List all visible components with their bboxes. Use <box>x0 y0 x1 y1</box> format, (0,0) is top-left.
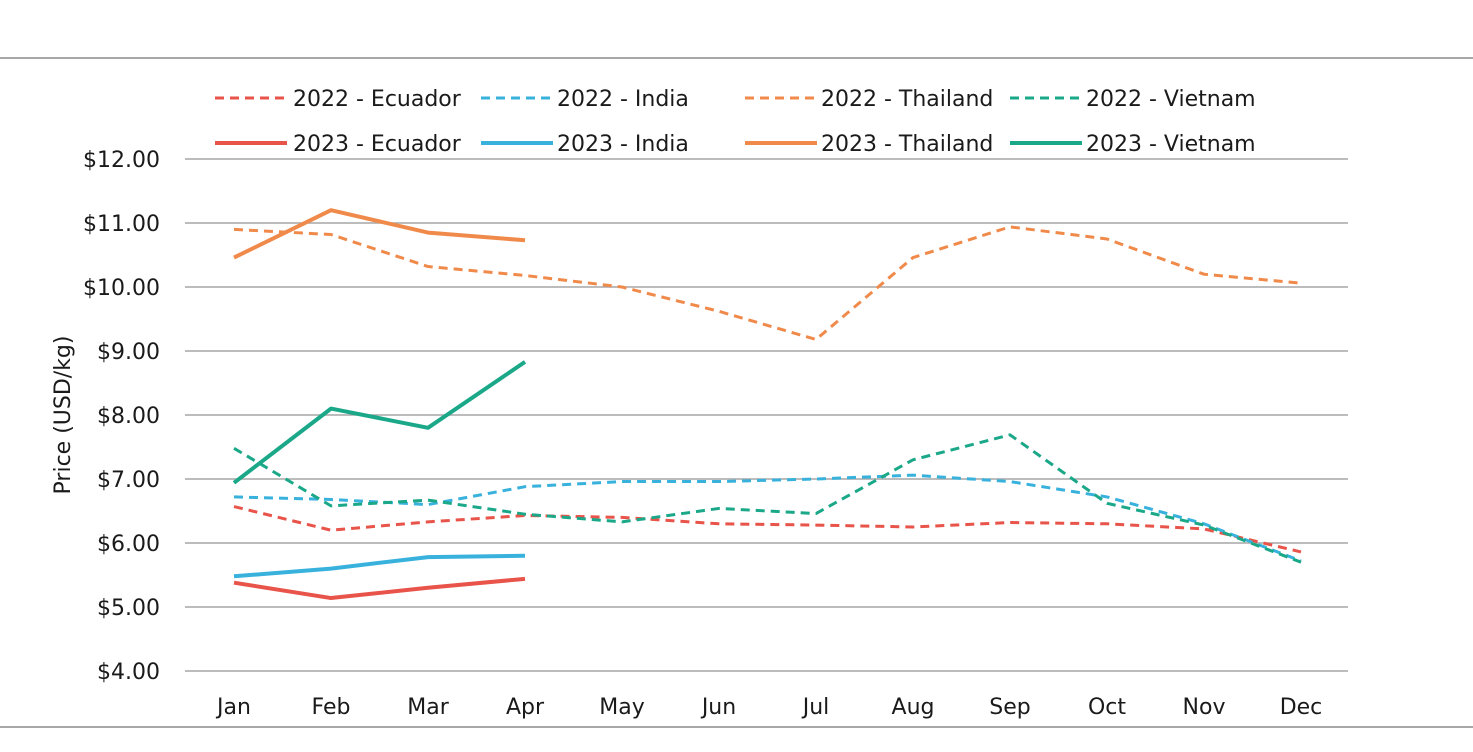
series-line-2023-vietnam <box>232 360 527 485</box>
y-tick-label: $7.00 <box>97 468 160 493</box>
legend-label: 2022 - Thailand <box>821 87 993 112</box>
series-lines <box>232 208 1302 601</box>
series-line-2023-india <box>233 553 526 579</box>
legend-label: 2022 - Vietnam <box>1086 87 1256 112</box>
y-axis-ticks: $4.00 $5.00 $6.00 $7.00 $8.00 $9.00 $10.00 $11.… <box>83 148 160 685</box>
series-line-2022-ecuador <box>233 505 1302 554</box>
series-line-2022-thailand <box>233 225 1302 341</box>
y-tick-label: $10.00 <box>83 276 160 301</box>
y-axis-title: Price (USD/kg) <box>51 336 76 495</box>
x-tick-label: Jun <box>700 695 736 720</box>
x-tick-label: Dec <box>1280 695 1323 720</box>
y-tick-label: $12.00 <box>83 148 160 173</box>
x-tick-label: Nov <box>1183 695 1226 720</box>
y-tick-label: $4.00 <box>97 660 160 685</box>
y-tick-label: $11.00 <box>83 212 160 237</box>
legend-label: 2023 - India <box>557 132 689 157</box>
y-tick-label: $9.00 <box>97 340 160 365</box>
series-line-2022-india <box>233 473 1302 563</box>
x-tick-label: Sep <box>989 695 1030 720</box>
legend-label: 2023 - Vietnam <box>1086 132 1256 157</box>
x-tick-label: Aug <box>892 695 935 720</box>
x-tick-label: Feb <box>312 695 351 720</box>
x-tick-label: Oct <box>1088 695 1126 720</box>
x-tick-label: Apr <box>506 695 545 720</box>
x-tick-label: Jul <box>801 695 830 720</box>
legend-label: 2022 - Ecuador <box>293 87 462 112</box>
gridlines <box>185 158 1348 672</box>
y-tick-label: $6.00 <box>97 532 160 557</box>
x-axis-ticks: Jan Feb Mar Apr May Jun Jul Aug Sep Oct Nov Dec <box>215 695 1322 720</box>
x-tick-label: Jan <box>215 695 251 720</box>
x-tick-label: May <box>599 695 644 720</box>
legend-label: 2023 - Ecuador <box>293 132 462 157</box>
y-tick-label: $5.00 <box>97 596 160 621</box>
legend: 2022 - Ecuador 2022 - India 2022 - Thailan… <box>215 87 1256 157</box>
x-tick-label: Mar <box>407 695 449 720</box>
series-line-2022-vietnam <box>233 433 1302 564</box>
y-tick-label: $8.00 <box>97 404 160 429</box>
series-line-2023-ecuador <box>233 576 526 601</box>
series-line-2023-thailand <box>233 208 526 260</box>
legend-label: 2023 - Thailand <box>821 132 993 157</box>
legend-label: 2022 - India <box>557 87 689 112</box>
